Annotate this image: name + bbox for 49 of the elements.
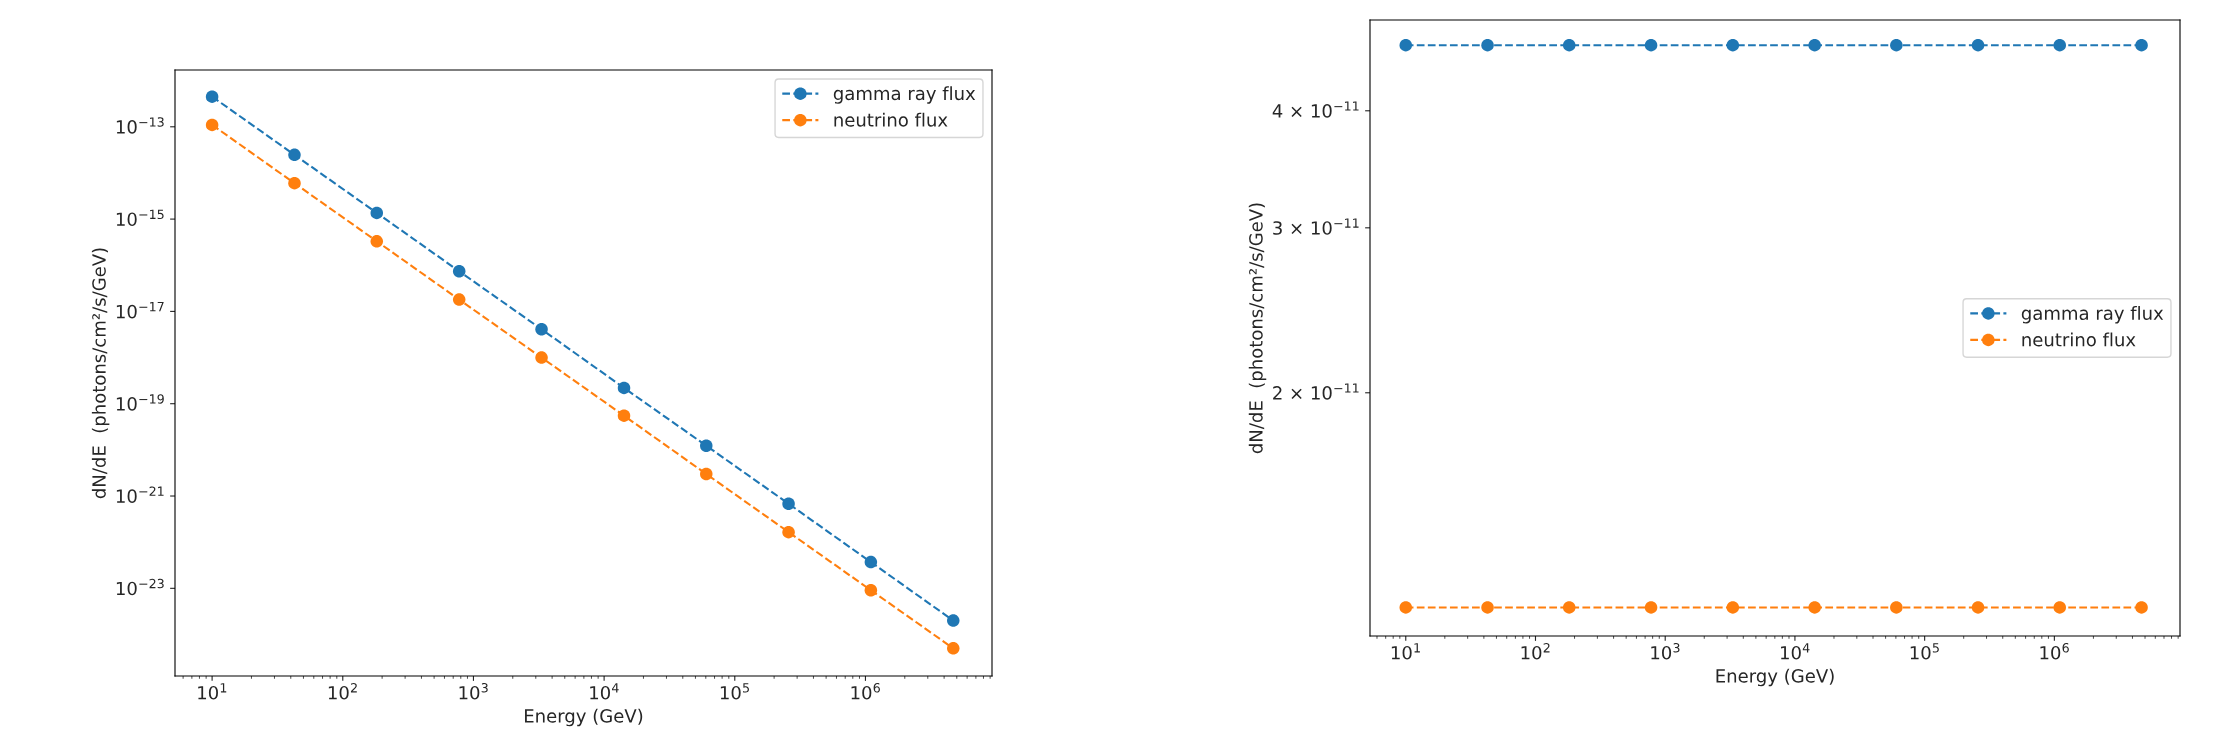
legend-label: gamma ray flux — [2021, 306, 2164, 324]
x-tick-label: 10$^{2}$ — [328, 683, 357, 700]
point — [617, 409, 631, 422]
y-tick-label: 10$^{−23}$ — [116, 578, 164, 596]
point — [535, 323, 548, 336]
point — [700, 467, 713, 481]
point — [288, 176, 301, 190]
legend-label: neutrino flux — [834, 112, 948, 127]
legend-label: neutrino flux — [2022, 332, 2136, 347]
point — [452, 293, 466, 306]
x-tick-label: 10$^{5}$ — [720, 683, 749, 700]
point — [452, 265, 466, 278]
x-tick-label: 10$^{5}$ — [1910, 643, 1939, 660]
y-tick-label: 4 × 10$^{−11}$ — [1272, 101, 1359, 118]
point — [864, 583, 878, 597]
y-tick-label: 10$^{−13}$ — [116, 117, 164, 134]
x-tick-label: 10$^{6}$ — [2040, 643, 2069, 660]
y-axis-title: dN/dE (photons/cm²/s/GeV) — [1248, 203, 1267, 454]
point — [288, 148, 301, 162]
x-axis-title: Energy (GeV) — [1716, 668, 1834, 687]
point — [205, 90, 219, 103]
point — [617, 381, 631, 395]
point — [370, 235, 384, 248]
y-axis-title: dN/dE (photons/cm²/s/GeV) — [91, 248, 110, 499]
point — [205, 118, 219, 132]
x-tick-label: 10$^{4}$ — [590, 683, 619, 700]
point — [535, 351, 548, 364]
point — [864, 555, 878, 569]
x-tick-label: 10$^{4}$ — [1781, 643, 1810, 660]
y-tick-label: 3 × 10$^{−11}$ — [1273, 218, 1359, 235]
point — [782, 525, 795, 539]
y-tick-label: 10$^{−19}$ — [116, 394, 164, 411]
y-tick-label: 2 × 10$^{−11}$ — [1273, 383, 1359, 400]
point — [700, 439, 713, 452]
point — [370, 206, 384, 220]
x-tick-label: 10$^{3}$ — [1651, 643, 1680, 660]
x-tick-label: 10$^{3}$ — [459, 683, 488, 700]
x-tick-label: 10$^{2}$ — [1521, 643, 1550, 660]
point — [782, 497, 795, 510]
y-tick-label: 10$^{−17}$ — [116, 302, 164, 319]
legend-label: gamma ray flux — [833, 86, 976, 104]
x-tick-label: 10$^{1}$ — [198, 683, 227, 700]
x-tick-label: 10$^{6}$ — [851, 683, 880, 700]
point — [947, 614, 960, 627]
y-tick-label: 10$^{−15}$ — [116, 209, 164, 227]
x-axis-title: Energy (GeV) — [525, 708, 643, 727]
y-tick-label: 10$^{−21}$ — [116, 486, 164, 503]
x-tick-label: 10$^{1}$ — [1391, 643, 1420, 660]
point — [947, 642, 960, 655]
